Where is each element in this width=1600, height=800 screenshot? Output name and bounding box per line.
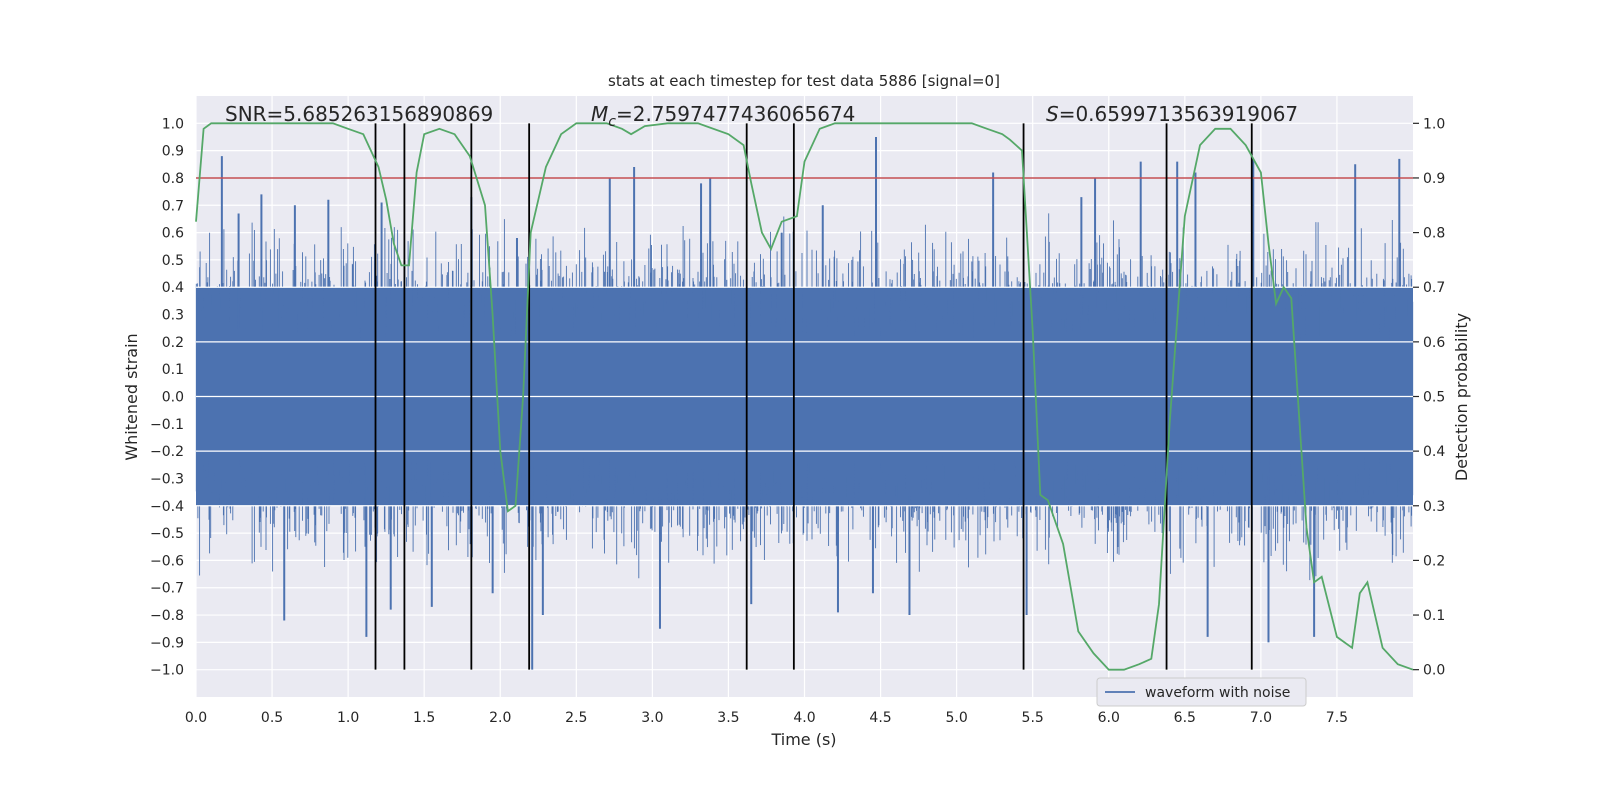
mc-value: =2.7597477436065674 (616, 102, 855, 126)
x-tick-label: 1.5 (413, 710, 435, 726)
y2-tick-label: 0.1 (1423, 608, 1445, 624)
s-value: =0.6599713563919067 (1059, 102, 1298, 126)
x-tick-label: 6.0 (1098, 710, 1120, 726)
y-tick-label: 0.1 (162, 362, 184, 378)
y-tick-label: 0.4 (162, 280, 184, 296)
y-tick-label: −0.8 (150, 608, 184, 624)
x-tick-label: 3.5 (717, 710, 739, 726)
y2-tick-label: 0.3 (1423, 499, 1445, 515)
x-axis-ticks: 0.0 0.5 1.0 1.5 2.0 2.5 3.0 3.5 4.0 4.5 5.0 5.5 6.0 6… (185, 710, 1348, 726)
y-tick-label: 0.6 (162, 226, 184, 242)
y-tick-label: −0.4 (150, 499, 184, 515)
event-markers (374, 123, 1253, 670)
detection-probability-line (195, 122, 1414, 671)
x-tick-label: 0.0 (185, 710, 207, 726)
legend: waveform with noise (1096, 677, 1307, 707)
x-tick-label: 5.5 (1022, 710, 1044, 726)
x-tick-label: 2.5 (565, 710, 587, 726)
x-tick-label: 4.0 (793, 710, 815, 726)
y-tick-label: 0.3 (162, 308, 184, 324)
y2-tick-label: 0.5 (1423, 390, 1445, 406)
y-tick-label: 0.7 (162, 198, 184, 214)
y-tick-label: −1.0 (150, 663, 184, 679)
y2-tick-label: 0.7 (1423, 280, 1445, 296)
y-tick-label: 1.0 (162, 116, 184, 132)
x-tick-label: 3.0 (641, 710, 663, 726)
mc-annotation: Mc=2.7597477436065674 (591, 102, 855, 130)
x-tick-label: 7.0 (1250, 710, 1272, 726)
y-tick-label: −0.5 (150, 526, 184, 542)
y-axis-label: Whitened strain (122, 333, 141, 460)
y2-axis-ticks: 1.0 0.9 0.8 0.7 0.6 0.5 0.4 0.3 0.2 0.1 0.0 (1413, 116, 1445, 679)
legend-box (1096, 677, 1307, 707)
y2-tick-label: 0.0 (1423, 663, 1445, 679)
y2-axis-label: Detection probability (1452, 313, 1471, 481)
x-tick-label: 0.5 (261, 710, 283, 726)
y2-tick-label: 1.0 (1423, 116, 1445, 132)
mc-symbol: M (591, 102, 608, 126)
y-tick-label: −0.3 (150, 471, 184, 487)
y2-tick-label: 0.6 (1423, 335, 1445, 351)
x-tick-label: 2.0 (489, 710, 511, 726)
y2-tick-label: 0.9 (1423, 171, 1445, 187)
y-tick-label: 0.9 (162, 144, 184, 160)
chart-title: stats at each timestep for test data 588… (608, 72, 1000, 90)
y-tick-label: −0.2 (150, 444, 184, 460)
waveform-series (195, 136, 1414, 670)
s-annotation: S=0.6599713563919067 (1046, 102, 1298, 126)
y-tick-label: 0.8 (162, 171, 184, 187)
mc-subscript: c (608, 114, 616, 130)
y-tick-label: −0.7 (150, 581, 184, 597)
y-tick-label: 0.0 (162, 390, 184, 406)
x-tick-label: 6.5 (1174, 710, 1196, 726)
s-symbol: S (1046, 102, 1059, 126)
snr-annotation: SNR=5.685263156890869 (225, 102, 493, 126)
legend-label: waveform with noise (1145, 685, 1290, 701)
x-tick-label: 1.0 (337, 710, 359, 726)
waveform-noise (195, 213, 1414, 581)
y-tick-label: −0.1 (150, 417, 184, 433)
y-tick-label: −0.9 (150, 635, 184, 651)
x-tick-label: 7.5 (1326, 710, 1348, 726)
x-tick-label: 5.0 (945, 710, 967, 726)
x-tick-label: 4.5 (869, 710, 891, 726)
y2-tick-label: 0.4 (1423, 444, 1445, 460)
y-tick-label: 0.5 (162, 253, 184, 269)
y2-tick-label: 0.8 (1423, 226, 1445, 242)
y-tick-label: 0.2 (162, 335, 184, 351)
y-tick-label: −0.6 (150, 553, 184, 569)
x-axis-label: Time (s) (770, 730, 836, 749)
y-axis-ticks: 1.0 0.9 0.8 0.7 0.6 0.5 0.4 0.3 0.2 0.1 0.0 −0.1 −0.… (150, 116, 184, 678)
y2-tick-label: 0.2 (1423, 553, 1445, 569)
